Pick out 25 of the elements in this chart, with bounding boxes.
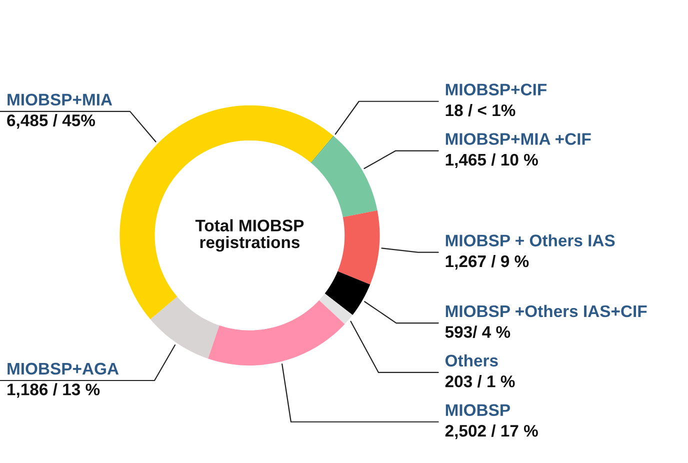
data-label: 2,502 / 17 %: [445, 424, 538, 440]
slice-label: MIOBSP+AGA: [8, 362, 119, 375]
donut-slice: [208, 300, 345, 366]
donut-slice: [324, 271, 370, 315]
slice-label: MIOBSP+CIF: [446, 84, 547, 96]
data-label: 203 / 1 %: [445, 375, 515, 388]
slice-label: Others: [445, 354, 498, 367]
slice-label: MIOBSP: [446, 404, 510, 416]
donut-slice: [310, 136, 334, 164]
data-label: 1,267 / 9 %: [446, 254, 529, 270]
donut-slice: [150, 296, 220, 359]
text: Total MIOBSP registrations: [195, 219, 304, 252]
data-label: 593/ 4 %: [445, 326, 510, 338]
slice-label: MIOBSP + Others IAS: [446, 234, 615, 246]
donut-slice: [338, 210, 380, 284]
slice-label: MIOBSP+MIA: [8, 94, 112, 106]
data-label: 18 / < 1%: [446, 104, 516, 116]
donut-slice: [319, 293, 353, 324]
donut-slice: [120, 105, 334, 320]
slice-label: MIOBSP +Others IAS+CIF: [446, 304, 647, 318]
data-label: 6,485 / 45%: [7, 114, 96, 129]
slice-label: MIOBSP+MIA +CIF: [446, 133, 591, 145]
data-label: 1,186 / 13 %: [8, 383, 100, 398]
donut-slice: [311, 136, 378, 218]
data-label: 1,465 / 10 %: [446, 153, 538, 168]
